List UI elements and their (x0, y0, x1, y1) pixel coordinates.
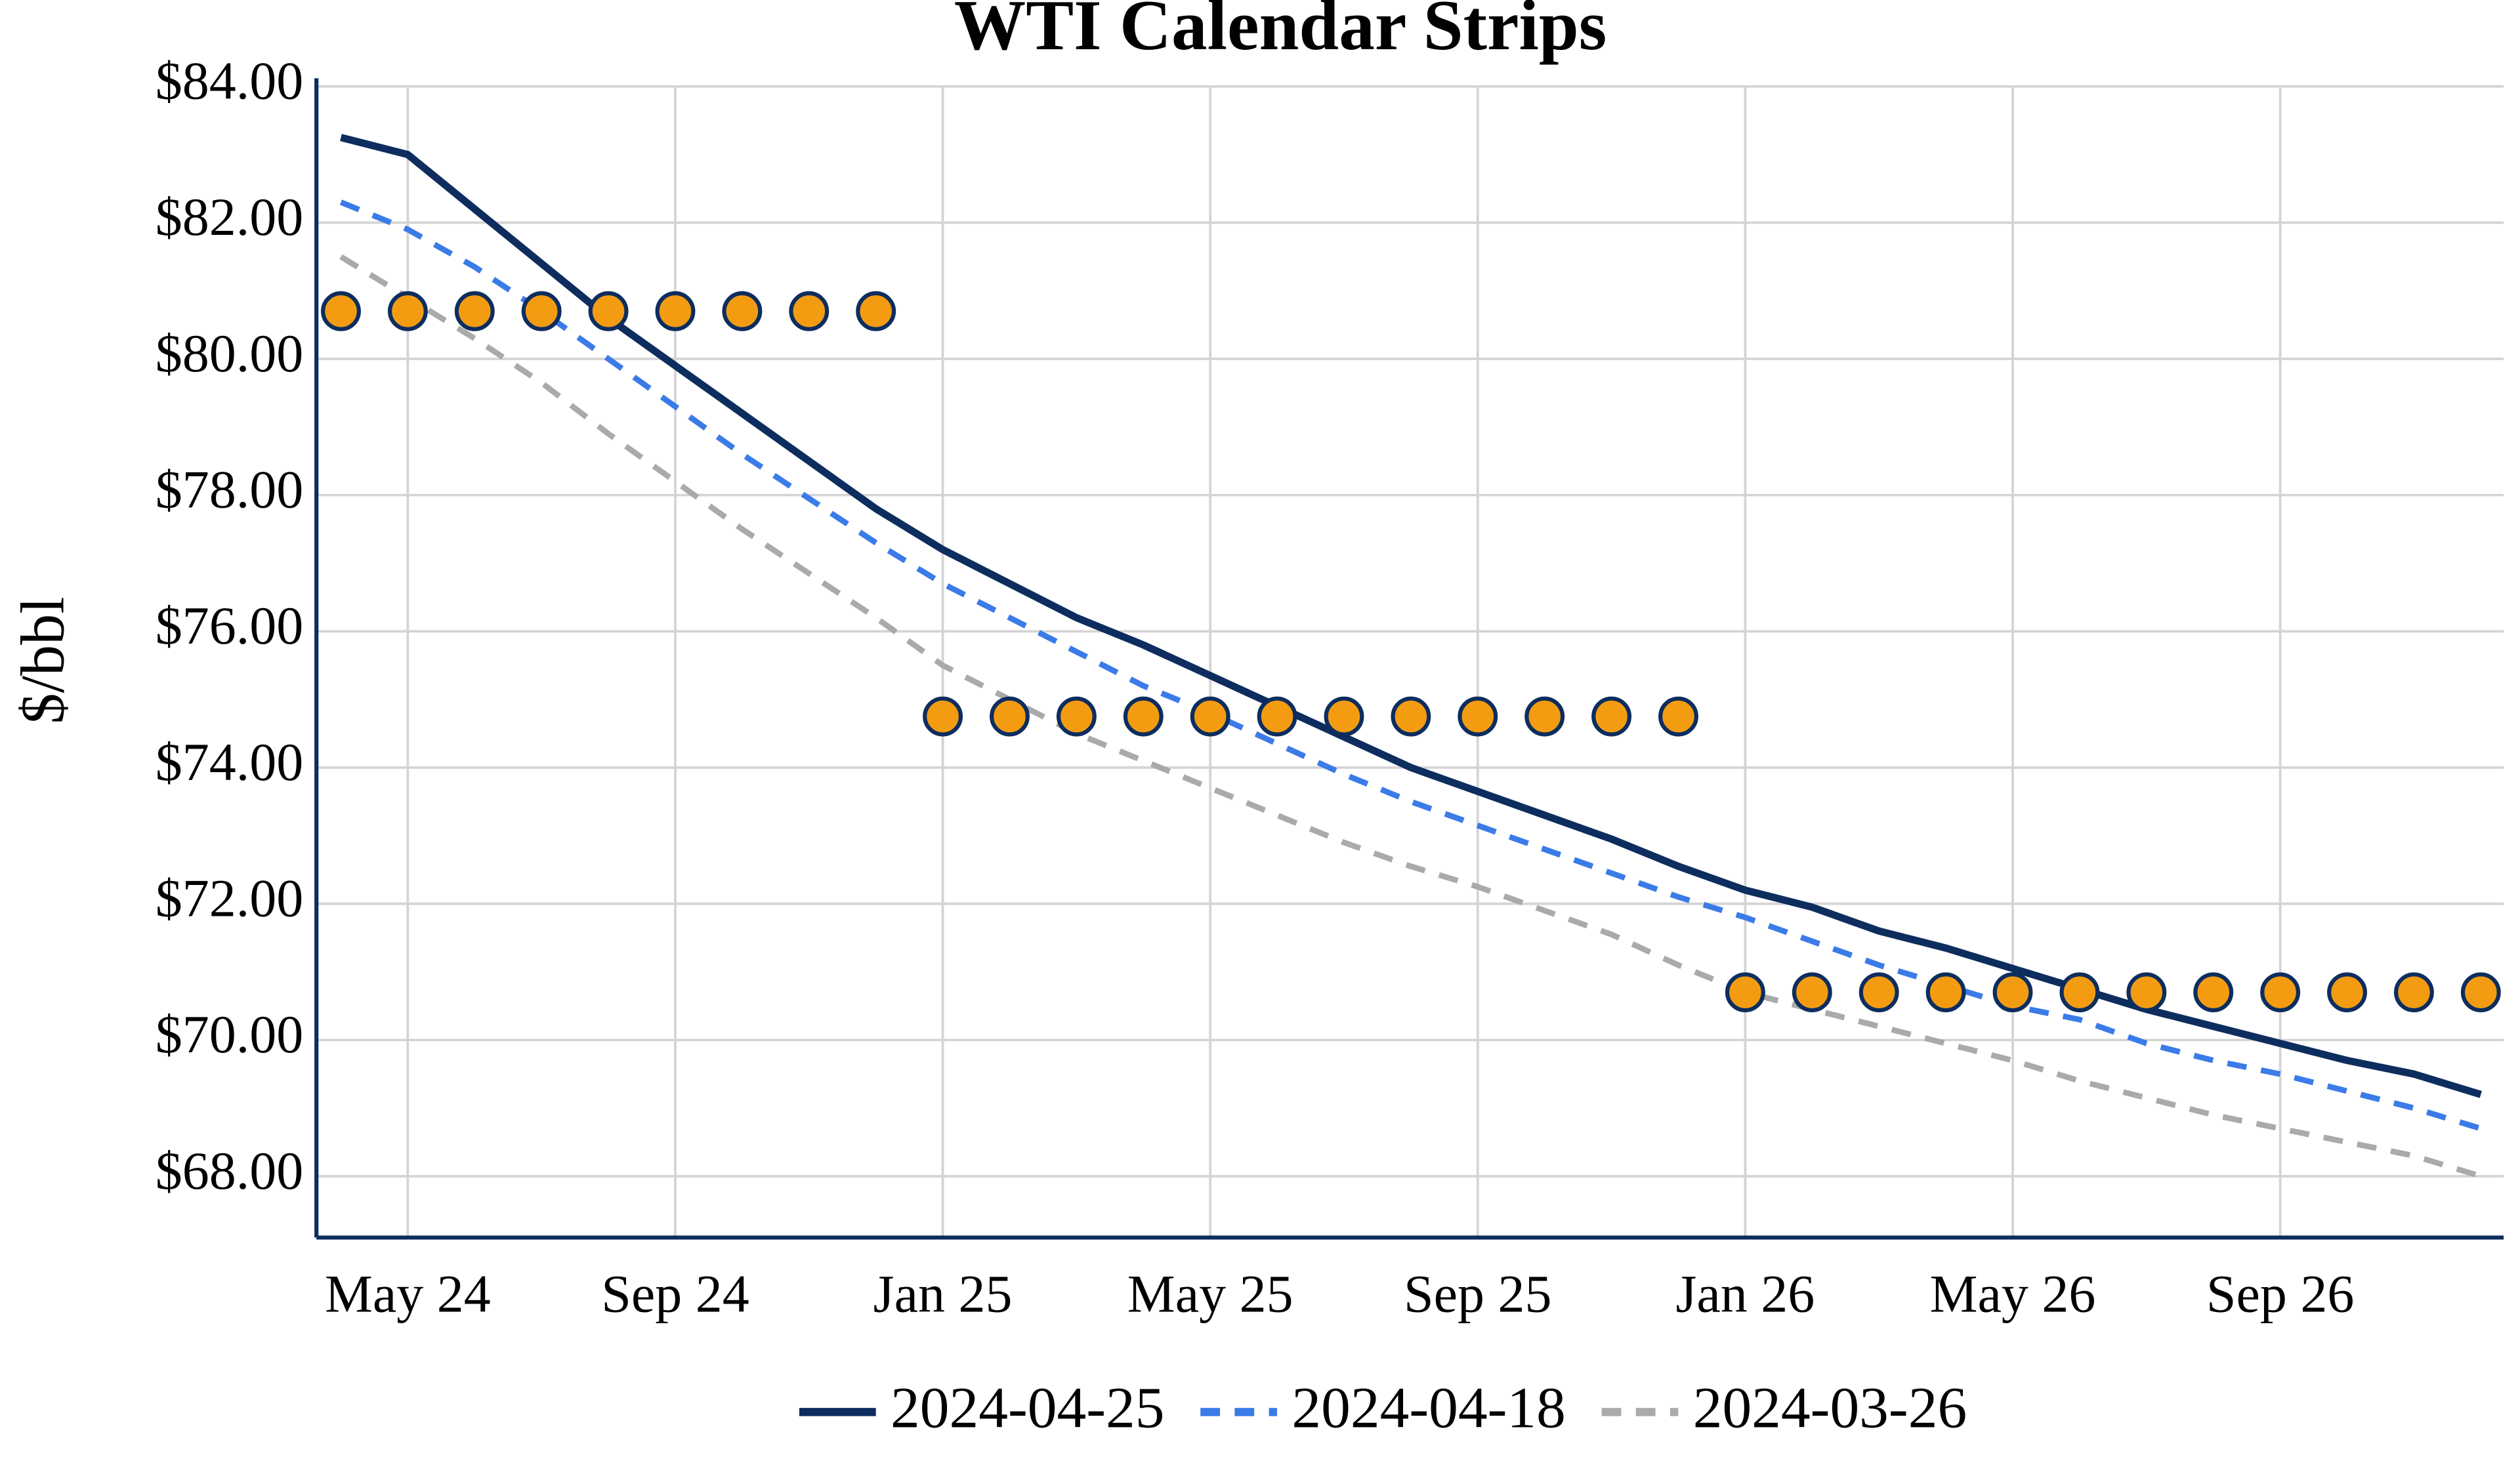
data-line (340, 134, 2482, 1098)
x-tick-label: Jan 26 (1676, 1264, 1815, 1324)
strip-marker (2059, 972, 2100, 1013)
strip-marker (1591, 696, 1632, 737)
strip-marker (856, 291, 896, 331)
x-tick-label: Sep 25 (1404, 1264, 1552, 1324)
strip-marker (2193, 972, 2234, 1013)
y-tick-label: $82.00 (156, 187, 304, 247)
x-tick-label: May 25 (1127, 1264, 1293, 1324)
strip-marker (1324, 696, 1364, 737)
data-line (339, 199, 2482, 1132)
strip-marker (387, 291, 428, 331)
strip-marker (2393, 972, 2434, 1013)
strip-marker (722, 291, 763, 331)
strip-marker (2460, 972, 2501, 1013)
strip-marker (454, 291, 495, 331)
strip-marker (655, 291, 696, 331)
strip-marker (1458, 696, 1498, 737)
x-tick-label: Jan 25 (873, 1264, 1013, 1324)
chart-title: WTI Calendar Strips (954, 0, 1606, 65)
x-tick-label: Sep 26 (2206, 1264, 2354, 1324)
strip-marker (1257, 696, 1297, 737)
strip-marker (1123, 696, 1164, 737)
data-line (339, 254, 2482, 1180)
strip-marker (1190, 696, 1230, 737)
strip-marker (1391, 696, 1431, 737)
y-tick-label: $72.00 (156, 868, 304, 928)
strip-marker (1858, 972, 1899, 1013)
y-tick-label: $74.00 (156, 732, 304, 792)
y-tick-label: $76.00 (156, 596, 304, 655)
strip-marker (2260, 972, 2301, 1013)
strip-marker (521, 291, 562, 331)
legend-label: 2024-03-26 (1693, 1375, 1967, 1440)
y-tick-label: $68.00 (156, 1141, 304, 1201)
x-tick-label: May 26 (1930, 1264, 2096, 1324)
legend-label: 2024-04-18 (1292, 1375, 1565, 1440)
strip-marker (321, 291, 361, 331)
strip-marker (1792, 972, 1832, 1013)
y-tick-label: $70.00 (156, 1004, 304, 1064)
y-tick-label: $78.00 (156, 460, 304, 520)
y-axis-label: $/bbl (9, 597, 77, 724)
strip-marker (1056, 696, 1097, 737)
y-tick-label: $84.00 (156, 51, 304, 111)
legend-label: 2024-04-25 (891, 1375, 1164, 1440)
strip-marker (990, 696, 1030, 737)
x-tick-label: Sep 24 (601, 1264, 749, 1324)
strip-marker (1524, 696, 1565, 737)
strip-marker (1925, 972, 1966, 1013)
y-tick-label: $80.00 (156, 323, 304, 383)
strip-marker (1992, 972, 2033, 1013)
strip-marker (923, 696, 963, 737)
strip-marker (1658, 696, 1698, 737)
x-tick-label: May 24 (325, 1264, 491, 1324)
strip-marker (2327, 972, 2367, 1013)
strip-marker (789, 291, 830, 331)
strip-marker (588, 291, 629, 331)
strip-marker (2126, 972, 2167, 1013)
strip-marker (1725, 972, 1765, 1013)
